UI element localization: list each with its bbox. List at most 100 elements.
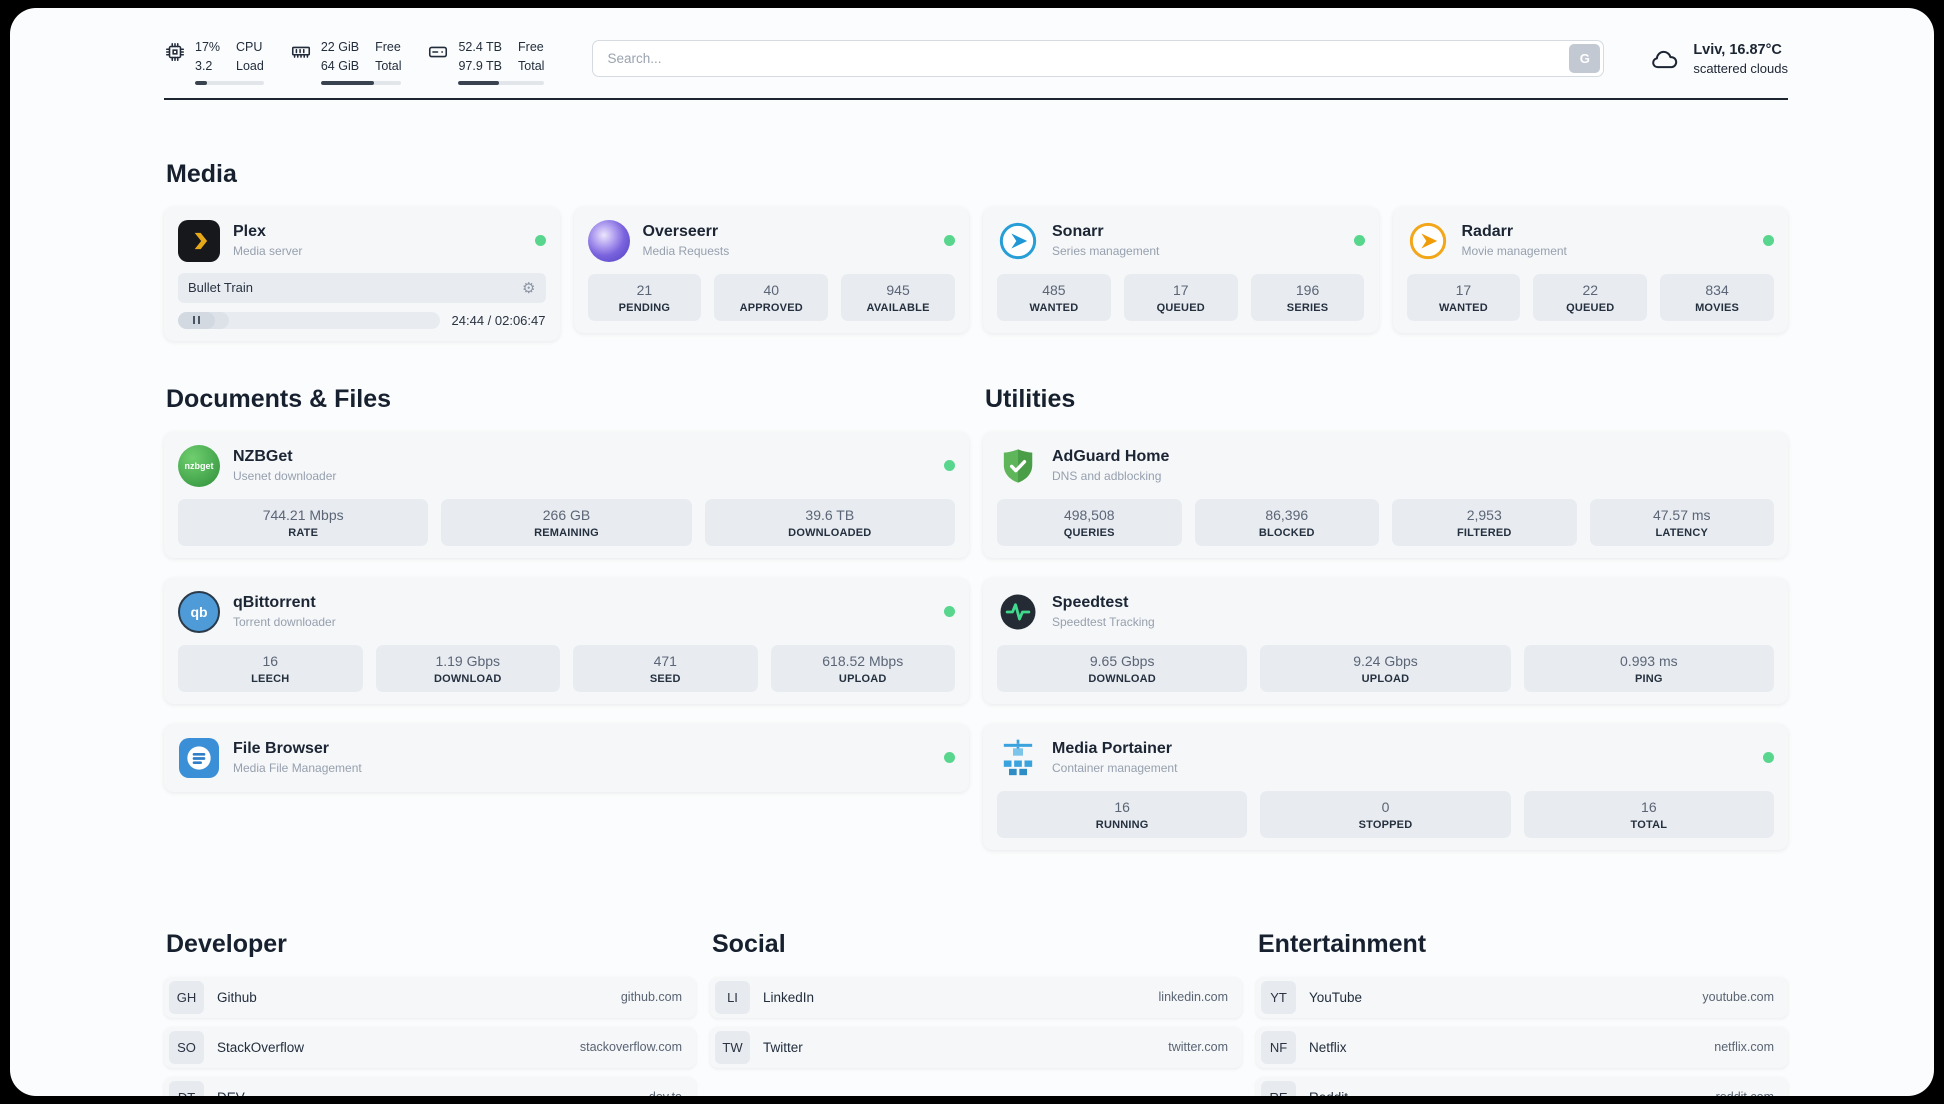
stat-tile: 945 AVAILABLE bbox=[841, 273, 955, 321]
media-player: 24:44 / 02:06:47 bbox=[178, 311, 546, 329]
stat-tile: 618.52 Mbps UPLOAD bbox=[770, 644, 955, 692]
bookmark-youtube[interactable]: YT YouTube youtube.com bbox=[1256, 976, 1788, 1018]
stat-tile: 21 PENDING bbox=[587, 273, 702, 321]
app-name: Speedtest bbox=[1052, 594, 1129, 611]
app-subtitle: Media Requests bbox=[642, 244, 730, 258]
sonarr-icon bbox=[997, 220, 1039, 262]
bookmark-netflix[interactable]: NF Netflix netflix.com bbox=[1256, 1026, 1788, 1068]
bookmark-abbr: SO bbox=[169, 1030, 204, 1064]
bookmark-name: StackOverflow bbox=[217, 1039, 305, 1055]
bookmark-url: youtube.com bbox=[1702, 990, 1774, 1004]
app-name: AdGuard Home bbox=[1052, 448, 1170, 465]
memory-icon bbox=[291, 46, 310, 58]
bookmark-url: dev.to bbox=[649, 1090, 691, 1096]
app-subtitle: Media server bbox=[233, 244, 303, 258]
bookmark-name: YouTube bbox=[1309, 989, 1363, 1005]
stat-tile: 0.993 ms PING bbox=[1523, 644, 1774, 692]
speedtest-icon bbox=[997, 591, 1039, 633]
app-card-radarr[interactable]: Radarr Movie management 17 WANTED 22 QUE… bbox=[1392, 206, 1788, 333]
status-dot bbox=[1763, 752, 1774, 763]
stat-tile: 2,953 FILTERED bbox=[1392, 498, 1577, 546]
stat-tile: 744.21 Mbps RATE bbox=[178, 498, 429, 546]
app-card-qbittorrent[interactable]: qb qBittorrent Torrent downloader 16 LEE… bbox=[164, 577, 969, 704]
bookmark-abbr: GH bbox=[169, 980, 204, 1014]
header-divider bbox=[164, 97, 1788, 100]
bookmark-linkedin[interactable]: LI LinkedIn linkedin.com bbox=[710, 976, 1242, 1018]
app-card-adguard[interactable]: AdGuard Home DNS and adblocking 498,508 … bbox=[983, 431, 1788, 558]
bookmark-github[interactable]: GH Github github.com bbox=[164, 976, 696, 1018]
stat-tile: 266 GB REMAINING bbox=[441, 498, 692, 546]
disk-widget: 52.4 TB 97.9 TB Free Total bbox=[427, 38, 545, 85]
gear-icon[interactable]: ⚙ bbox=[522, 279, 536, 297]
playback-time: 24:44 / 02:06:47 bbox=[451, 312, 546, 328]
bookmark-url: linkedin.com bbox=[1158, 990, 1228, 1004]
stat-tile: 471 SEED bbox=[573, 644, 758, 692]
bookmark-url: reddit.com bbox=[1716, 1090, 1783, 1096]
status-dot bbox=[944, 235, 955, 246]
app-card-filebrowser[interactable]: File Browser Media File Management bbox=[164, 723, 969, 792]
portainer-icon bbox=[997, 737, 1039, 779]
ram-widget: 22 GiB 64 GiB Free Total bbox=[290, 38, 402, 85]
app-card-speedtest[interactable]: Speedtest Speedtest Tracking 9.65 Gbps D… bbox=[983, 577, 1788, 704]
disk-progress-fill bbox=[458, 80, 499, 85]
section-title-entertainment: Entertainment bbox=[1258, 929, 1427, 958]
search-engine-button[interactable]: G bbox=[1569, 44, 1601, 73]
ram-total: 64 GiB bbox=[320, 58, 360, 73]
adguard-icon bbox=[997, 445, 1039, 487]
stat-tile: 47.57 ms LATENCY bbox=[1589, 498, 1774, 546]
bookmark-dev[interactable]: DT DEV dev.to bbox=[164, 1076, 696, 1097]
section-title-social: Social bbox=[712, 929, 786, 958]
app-card-overseerr[interactable]: Overseerr Media Requests 21 PENDING 40 A… bbox=[573, 206, 969, 333]
cpu-load-value: 3.2 bbox=[195, 58, 213, 73]
bookmark-stackoverflow[interactable]: SO StackOverflow stackoverflow.com bbox=[164, 1026, 696, 1068]
stat-tile: 196 SERIES bbox=[1250, 273, 1365, 321]
stat-tile: 485 WANTED bbox=[997, 273, 1111, 321]
playback-progress-track[interactable] bbox=[178, 311, 440, 329]
bookmark-twitter[interactable]: TW Twitter twitter.com bbox=[710, 1026, 1242, 1068]
weather-condition: scattered clouds bbox=[1693, 61, 1788, 76]
app-name: NZBGet bbox=[233, 448, 293, 465]
app-name: Overseerr bbox=[642, 223, 719, 240]
app-subtitle: Container management bbox=[1052, 761, 1178, 775]
app-card-nzbget[interactable]: nzbget NZBGet Usenet downloader 744.21 M… bbox=[164, 431, 969, 558]
app-subtitle: Torrent downloader bbox=[233, 615, 336, 629]
app-card-portainer[interactable]: Media Portainer Container management 16 … bbox=[983, 723, 1788, 850]
app-name: qBittorrent bbox=[233, 594, 316, 611]
cpu-values: 17% 3.2 bbox=[195, 38, 220, 76]
section-title-developer: Developer bbox=[166, 929, 287, 958]
pause-icon[interactable] bbox=[178, 311, 215, 329]
bookmark-name: DEV bbox=[217, 1090, 245, 1097]
section-utilities: Utilities AdGuard Home DNS and adblockin… bbox=[983, 385, 1788, 870]
bookmark-name: Reddit bbox=[1309, 1090, 1348, 1097]
bookmark-group-developer: Developer GH Github github.com SO StackO… bbox=[164, 929, 696, 1097]
app-name: File Browser bbox=[233, 740, 330, 757]
stat-tile: 86,396 BLOCKED bbox=[1194, 498, 1379, 546]
qbittorrent-icon: qb bbox=[178, 590, 220, 633]
chip-icon bbox=[165, 42, 185, 62]
disk-values: 52.4 TB 97.9 TB bbox=[458, 38, 502, 76]
app-subtitle: Series management bbox=[1052, 244, 1160, 258]
now-playing-bar: Bullet Train ⚙ bbox=[178, 272, 546, 303]
stat-tile: 16 RUNNING bbox=[997, 790, 1248, 838]
bookmark-url: twitter.com bbox=[1168, 1040, 1228, 1054]
app-card-sonarr[interactable]: Sonarr Series management 485 WANTED 17 Q… bbox=[983, 206, 1379, 333]
radarr-icon bbox=[1407, 220, 1449, 262]
status-dot bbox=[944, 460, 955, 471]
dashboard-panel: 17% 3.2 CPU Load bbox=[10, 8, 1934, 1096]
bookmark-url: netflix.com bbox=[1714, 1040, 1774, 1054]
app-name: Media Portainer bbox=[1052, 740, 1173, 757]
bookmark-abbr: RE bbox=[1261, 1080, 1296, 1096]
app-card-plex[interactable]: Plex Media server Bullet Train ⚙ 24:44 /… bbox=[164, 206, 560, 341]
bookmark-name: Github bbox=[217, 989, 257, 1005]
bookmark-reddit[interactable]: RE Reddit reddit.com bbox=[1256, 1076, 1788, 1097]
cpu-labels: CPU Load bbox=[236, 40, 264, 73]
bookmark-abbr: NF bbox=[1261, 1030, 1296, 1064]
stat-tile: 9.65 Gbps DOWNLOAD bbox=[997, 644, 1248, 692]
search-input[interactable] bbox=[592, 40, 1605, 77]
status-dot bbox=[1763, 235, 1774, 246]
weather-location: Lviv, 16.87°C bbox=[1693, 42, 1782, 58]
search-bar: G bbox=[592, 40, 1605, 77]
overseerr-icon bbox=[587, 219, 630, 262]
ram-labels: Free Total bbox=[375, 40, 402, 73]
